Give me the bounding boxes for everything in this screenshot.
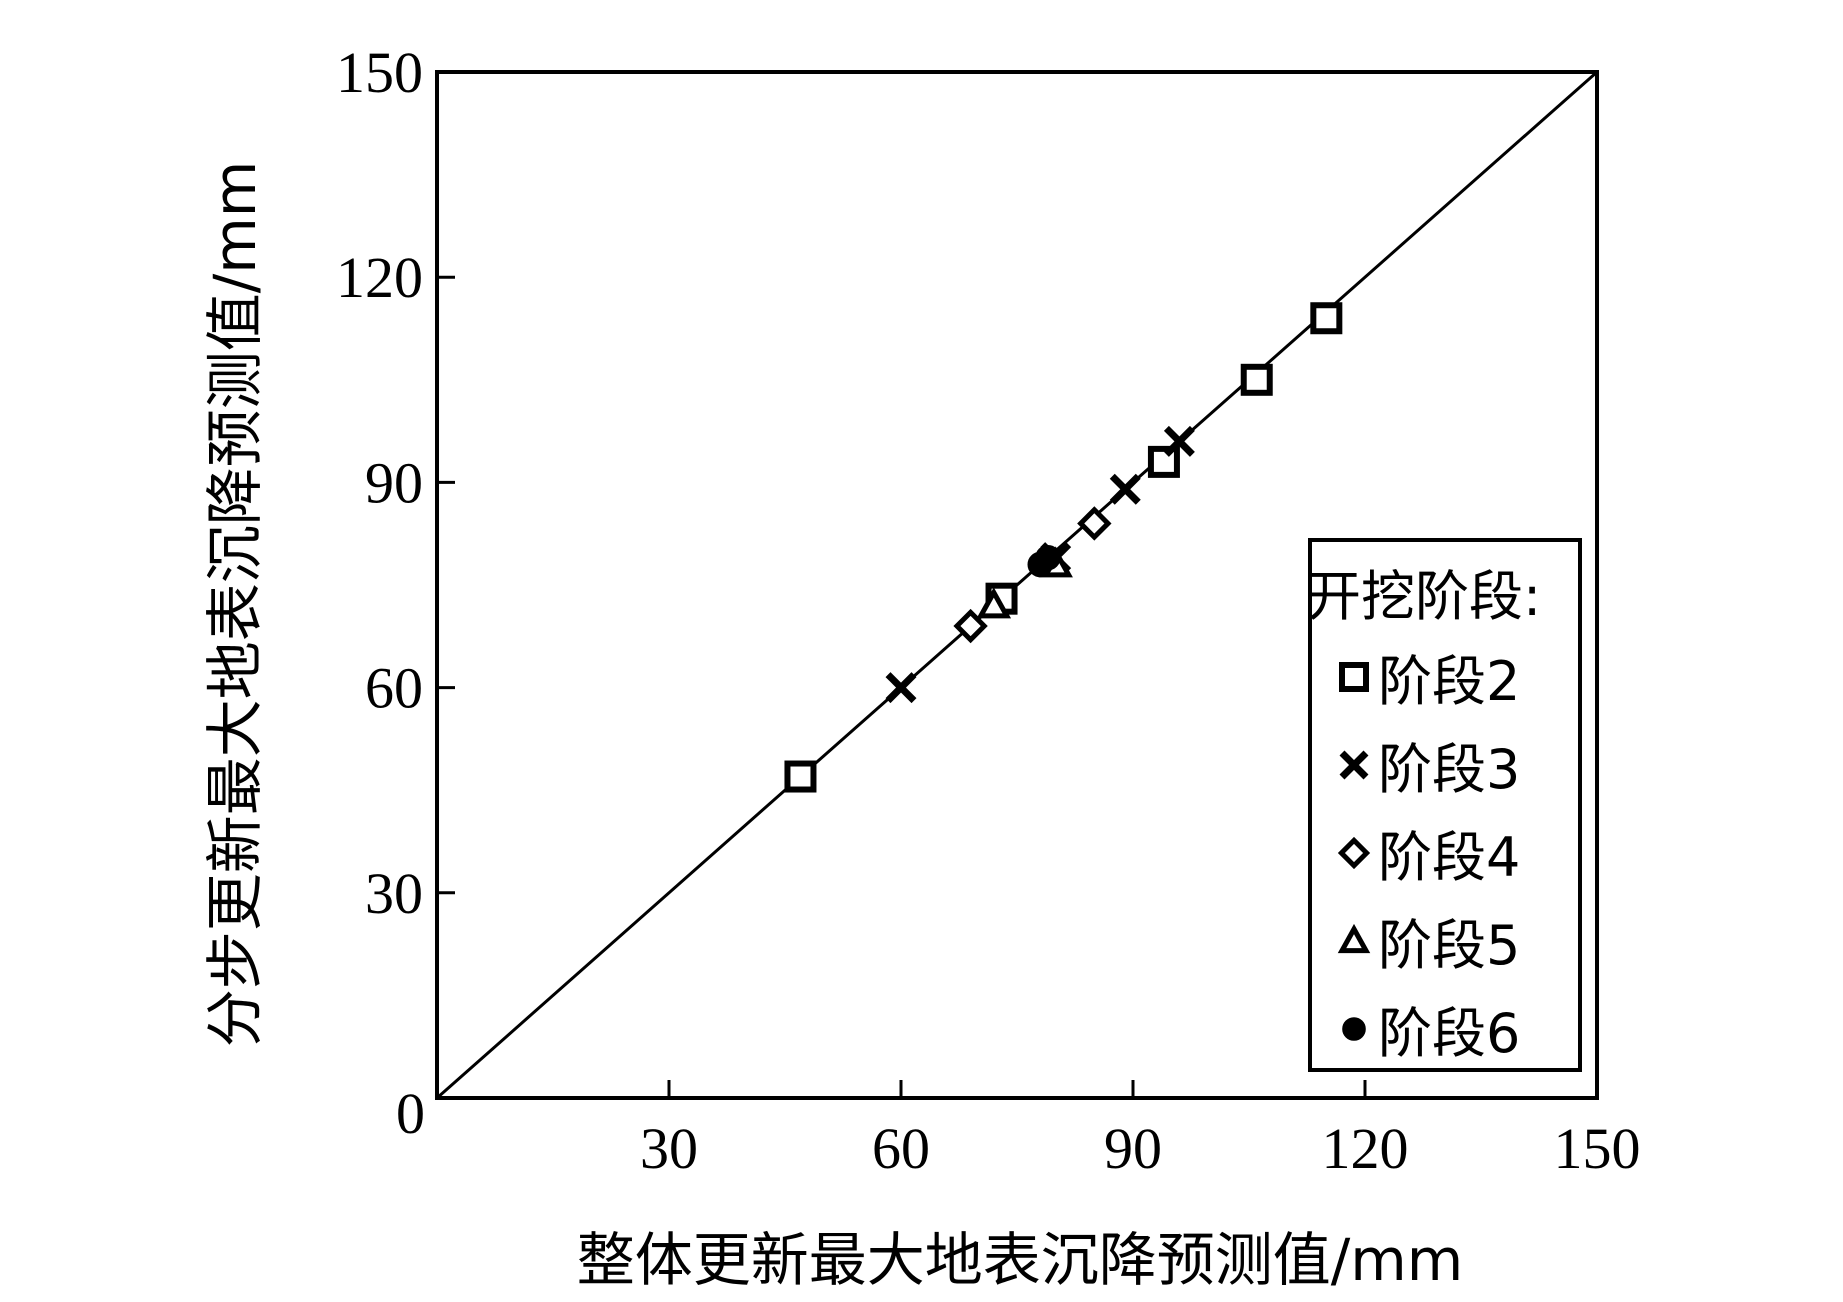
legend: 开挖阶段: 阶段2 阶段3 阶段4 阶段5 阶段6 <box>1307 538 1582 1072</box>
data-point-x-stroke-b <box>885 672 917 704</box>
y-tick-label: 30 <box>365 861 423 926</box>
data-point-square <box>784 760 817 793</box>
x-tick-label: 30 <box>640 1116 698 1181</box>
legend-label: 阶段2 <box>1378 650 1520 713</box>
legend-marker-triangle <box>1337 923 1371 954</box>
data-point-x <box>1163 425 1195 457</box>
data-point-square <box>1147 445 1180 478</box>
x-tick-label: 120 <box>1322 1116 1409 1181</box>
data-point-diamond <box>953 608 988 644</box>
x-tick-label: 60 <box>872 1116 930 1181</box>
legend-label: 阶段4 <box>1378 826 1520 889</box>
plot-frame <box>435 70 1599 1100</box>
legend-marker-x <box>1339 750 1369 780</box>
y-tick-label: 60 <box>365 656 423 721</box>
legend-title: 开挖阶段: <box>1307 565 1541 628</box>
origin-tick-label: 0 <box>396 1081 425 1146</box>
x-tick-label: 90 <box>1104 1116 1162 1181</box>
y-axis-title: 分步更新最大地表沉降预测值/mm <box>201 161 269 1048</box>
series-2 <box>784 302 1343 793</box>
x-tick-label: 150 <box>1554 1116 1641 1181</box>
legend-label: 阶段6 <box>1378 1002 1520 1065</box>
y-tick-label: 120 <box>336 245 423 310</box>
y-tick-label: 90 <box>365 450 423 515</box>
data-point-circle <box>1035 544 1061 571</box>
legend-box <box>1308 538 1582 1072</box>
legend-marker-circle <box>1342 1017 1366 1041</box>
data-point-x-stroke-b <box>1109 473 1141 505</box>
plot-area <box>435 70 1599 1100</box>
legend-label: 阶段3 <box>1378 738 1520 801</box>
legend-entries: 阶段2 阶段3 阶段4 阶段5 阶段6 <box>1337 650 1520 1065</box>
series-6 <box>1027 544 1061 578</box>
data-point-x <box>885 672 917 704</box>
series-4 <box>953 506 1112 644</box>
data-point-triangle <box>976 587 1012 619</box>
x-axis-title: 整体更新最大地表沉降预测值/mm <box>577 1226 1464 1294</box>
data-point-x <box>1109 473 1141 505</box>
data-point-square <box>1240 363 1273 396</box>
points-layer <box>784 302 1343 793</box>
legend-label: 阶段5 <box>1378 914 1520 977</box>
legend-marker-x-stroke-b <box>1339 750 1369 780</box>
data-point-square <box>1310 302 1343 335</box>
data-point-diamond <box>1077 506 1112 541</box>
data-point-x-stroke-b <box>1163 425 1195 457</box>
axis-ticks: 30 60 90 120 150 0 30 60 90 120 150 <box>336 40 1641 1181</box>
legend-marker-square <box>1339 662 1369 692</box>
y-tick-label: 150 <box>336 40 423 105</box>
legend-marker-diamond <box>1337 836 1371 870</box>
